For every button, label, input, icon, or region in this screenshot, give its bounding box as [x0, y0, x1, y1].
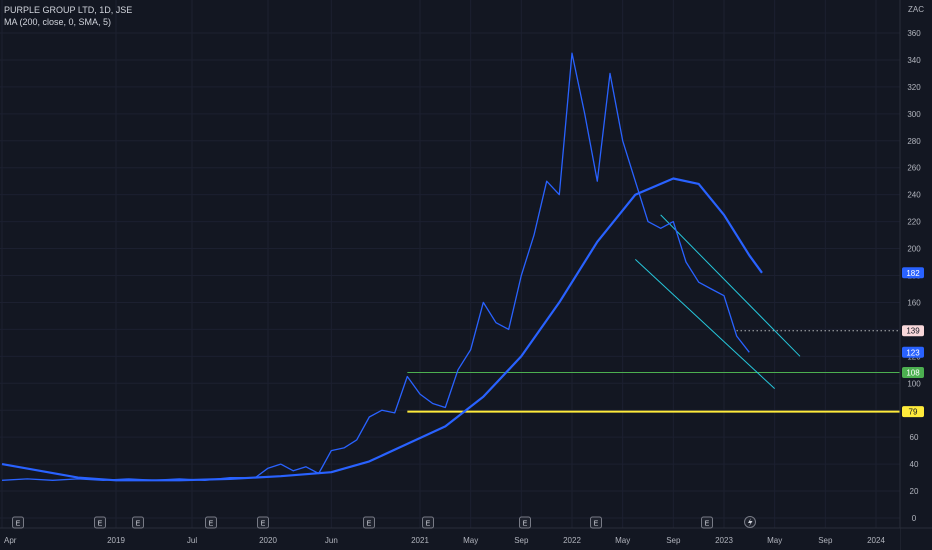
y-tick-label: 60: [910, 433, 919, 442]
y-tick-label: 280: [907, 137, 921, 146]
price-tag: 182: [902, 267, 924, 279]
price-tag-label: 182: [906, 269, 920, 278]
y-tick-label: 300: [907, 110, 921, 119]
earnings-marker-box: [519, 516, 531, 529]
y-tick-label: 220: [907, 218, 921, 227]
earnings-marker-box: [590, 516, 602, 529]
earnings-marker[interactable]: E: [132, 516, 144, 529]
chart-legend: PURPLE GROUP LTD, 1D, JSE MA (200, close…: [4, 4, 132, 28]
price-tag: 123: [902, 346, 924, 358]
x-tick-label: Sep: [818, 536, 833, 545]
earnings-marker[interactable]: E: [422, 516, 434, 529]
price-tag-bg: [902, 325, 924, 337]
x-tick-label: 2022: [563, 536, 581, 545]
earnings-marker[interactable]: E: [363, 516, 375, 529]
price-tag: 108: [902, 367, 924, 378]
earnings-marker-label: E: [16, 521, 21, 528]
x-tick-label: May: [463, 536, 478, 545]
earnings-marker-box: [422, 516, 434, 529]
price-tag-label: 79: [909, 408, 918, 417]
price-series-line[interactable]: [1, 52, 750, 481]
earnings-marker[interactable]: E: [12, 516, 24, 529]
earnings-marker-box: [701, 516, 713, 529]
lightning-icon-bolt: [748, 518, 753, 527]
earnings-marker-label: E: [261, 521, 266, 528]
earnings-marker-label: E: [209, 521, 214, 528]
x-tick-label: 2019: [107, 536, 125, 545]
earnings-marker[interactable]: E: [94, 516, 106, 529]
earnings-marker-box: [12, 516, 24, 529]
time-axis[interactable]: [0, 528, 900, 550]
earnings-marker-label: E: [594, 521, 599, 528]
price-tag-bg: [902, 346, 924, 358]
earnings-marker-box: [363, 516, 375, 529]
y-tick-label: 0: [912, 514, 917, 523]
price-tag-label: 108: [906, 369, 920, 378]
price-tag-bg: [902, 406, 924, 418]
x-tick-label: Sep: [514, 536, 529, 545]
earnings-marker[interactable]: E: [257, 516, 269, 529]
x-tick-label: Apr: [4, 536, 17, 545]
y-tick-label: 200: [907, 245, 921, 254]
price-tag-label: 139: [906, 327, 920, 336]
y-tick-label: 240: [907, 191, 921, 200]
price-tag-bg: [902, 267, 924, 279]
y-tick-label: 100: [907, 379, 921, 388]
earnings-marker-label: E: [426, 521, 431, 528]
x-tick-label: 2024: [867, 536, 885, 545]
earnings-marker-label: E: [98, 521, 103, 528]
trend-line[interactable]: [660, 214, 801, 357]
trend-line[interactable]: [634, 258, 776, 390]
y-tick-label: 340: [907, 56, 921, 65]
x-tick-label: 2021: [411, 536, 429, 545]
price-tag-bg: [902, 367, 924, 378]
earnings-marker-box: [94, 516, 106, 529]
ma-series-line[interactable]: [1, 177, 763, 482]
price-tag: 79: [902, 406, 924, 418]
earnings-marker-box: [205, 516, 217, 529]
earnings-marker-box: [132, 516, 144, 529]
earnings-marker-label: E: [367, 521, 372, 528]
earnings-marker[interactable]: E: [519, 516, 531, 529]
x-tick-label: Sep: [666, 536, 681, 545]
x-tick-label: Jul: [187, 536, 197, 545]
y-tick-label: 360: [907, 29, 921, 38]
earnings-marker-label: E: [523, 521, 528, 528]
price-tag: 139: [902, 325, 924, 337]
x-tick-label: Jun: [325, 536, 338, 545]
earnings-marker-label: E: [705, 521, 710, 528]
currency-label: ZAC: [908, 5, 924, 14]
y-tick-label: 160: [907, 298, 921, 307]
x-tick-label: 2023: [715, 536, 733, 545]
x-tick-label: 2020: [259, 536, 277, 545]
y-tick-label: 20: [910, 487, 919, 496]
x-tick-label: May: [615, 536, 630, 545]
earnings-marker[interactable]: E: [205, 516, 217, 529]
indicator-label: MA (200, close, 0, SMA, 5): [4, 17, 112, 27]
y-tick-label: 320: [907, 83, 921, 92]
earnings-marker[interactable]: E: [701, 516, 713, 529]
y-tick-label: 40: [910, 460, 919, 469]
earnings-marker[interactable]: E: [590, 516, 602, 529]
x-tick-label: May: [767, 536, 782, 545]
earnings-marker-box: [257, 516, 269, 529]
lightning-icon[interactable]: [744, 516, 756, 528]
earnings-marker-label: E: [136, 521, 141, 528]
price-tag-label: 123: [906, 348, 920, 357]
chart-title: PURPLE GROUP LTD, 1D, JSE: [4, 5, 133, 15]
y-tick-label: 260: [907, 164, 921, 173]
